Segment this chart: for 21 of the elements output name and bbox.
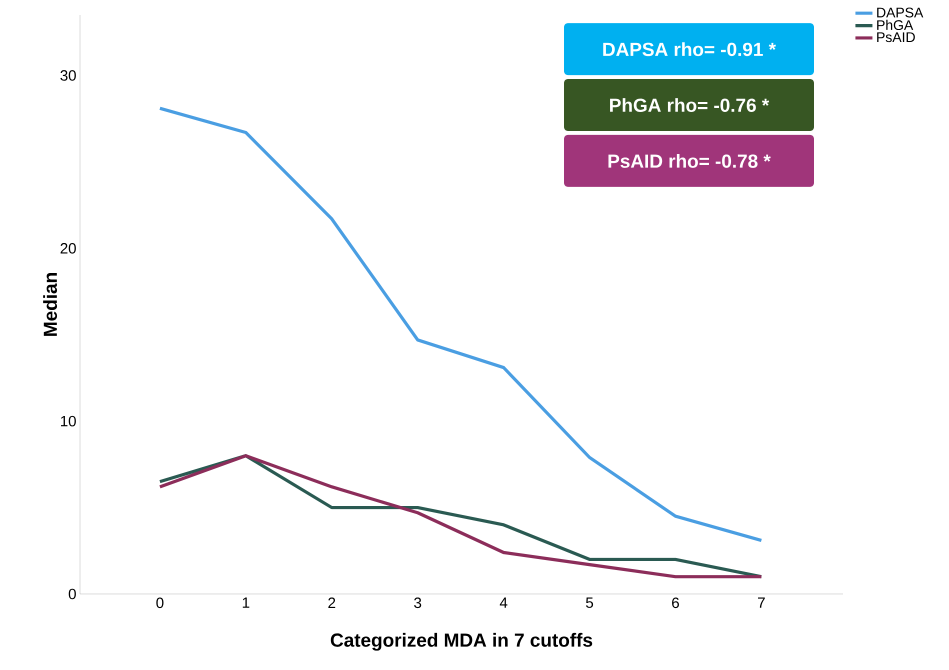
y-tick-label: 10: [61, 416, 76, 426]
annotation: PsAID rho= -0.78 *: [608, 154, 771, 168]
x-tick-label: 0: [156, 598, 164, 608]
y-axis-title: Median: [43, 273, 58, 336]
legend-label: DAPSA: [877, 8, 924, 18]
x-tick-label: 2: [328, 598, 336, 608]
legend-label: PhGA: [877, 20, 914, 30]
x-axis-title: Categorized MDA in 7 cutoffs: [330, 632, 592, 651]
legend-label: PsAID: [877, 32, 915, 42]
x-tick-label: 5: [586, 598, 594, 608]
x-tick-label: 1: [242, 598, 250, 608]
x-tick-label: 3: [414, 598, 422, 608]
x-tick-label: 7: [758, 598, 765, 608]
annotation: PhGA rho= -0.76 *: [610, 98, 770, 112]
y-tick-label: 30: [60, 70, 76, 81]
y-tick-label: 0: [68, 588, 76, 600]
line-series: [158, 454, 763, 578]
x-tick-label: 4: [500, 598, 508, 608]
y-tick-label: 20: [60, 243, 76, 254]
annotation: DAPSA rho= -0.91 *: [603, 42, 776, 56]
x-tick-label: 6: [672, 598, 679, 608]
